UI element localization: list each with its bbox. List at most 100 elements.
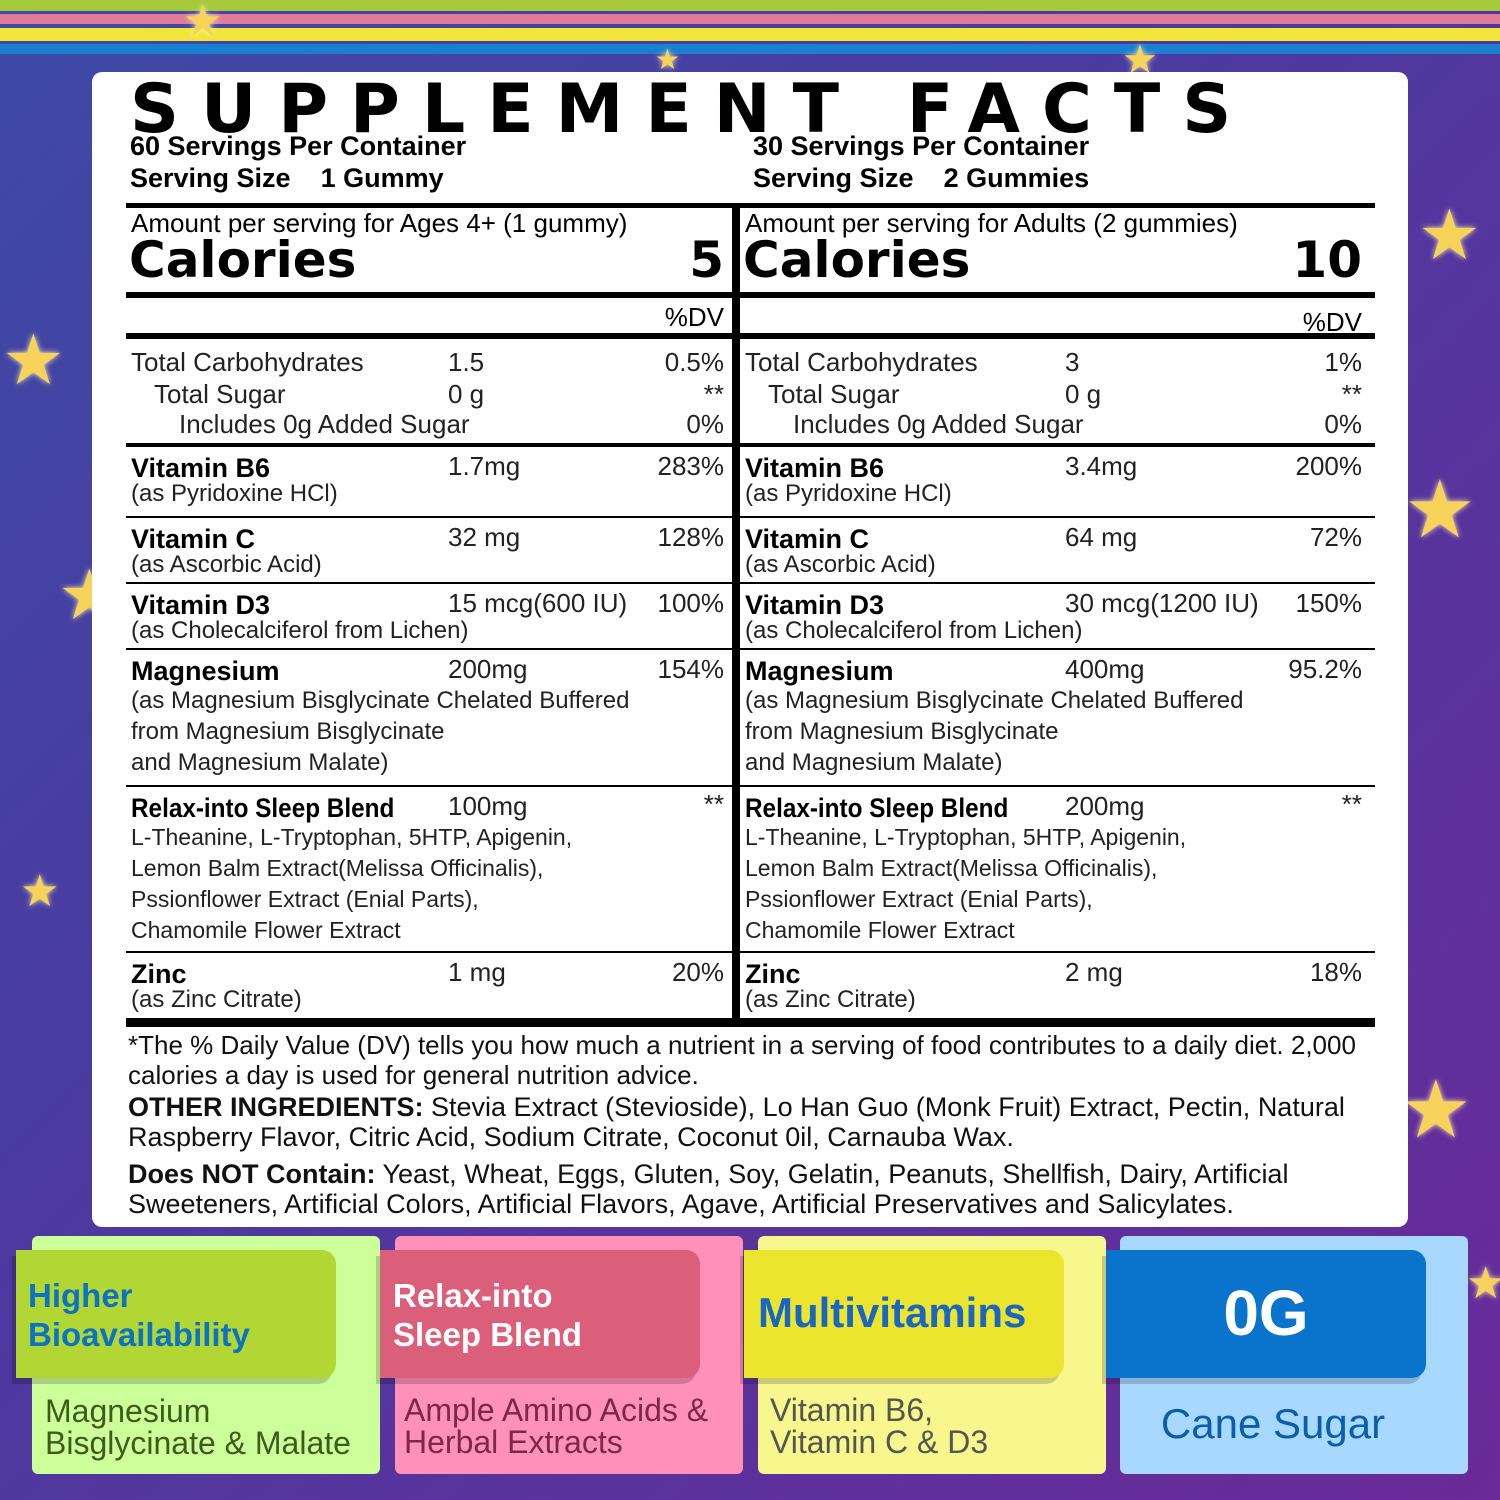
does-not-contain-label: Does NOT Contain: xyxy=(128,1159,376,1189)
star-icon: ★ xyxy=(183,0,223,46)
star-icon: ★ xyxy=(1466,1259,1500,1308)
nutrient-dv: 20% xyxy=(671,957,724,987)
nutrient-detail: Chamomile Flower Extract xyxy=(745,917,1015,943)
nutrient-row: Zinc 1 mg 20% (as Zinc Citrate) xyxy=(126,953,732,1020)
calories-value: 10 xyxy=(1292,231,1362,289)
carb-amount: 1.5 xyxy=(448,347,485,377)
nutrient-name: Vitamin C xyxy=(745,524,870,554)
divider-thick xyxy=(740,203,1375,208)
nutrient-detail: (as Ascorbic Acid) xyxy=(131,551,322,578)
carb-added-dv: 0% xyxy=(686,409,724,439)
left-servings: 60 Servings Per Container Serving Size 1 … xyxy=(130,130,466,194)
serving-size: Serving Size 1 Gummy xyxy=(130,163,444,193)
feature-subtitle: Ample Amino Acids & Herbal Extracts xyxy=(404,1392,709,1460)
carb-dv: 1% xyxy=(1324,347,1362,377)
carb-sugar: Total Sugar xyxy=(768,379,900,409)
star-icon: ★ xyxy=(1418,196,1481,274)
nutrient-detail: Pssionflower Extract (Enial Parts), xyxy=(745,886,1093,912)
nutrient-dv: 200% xyxy=(1295,451,1363,481)
dv-header: %DV xyxy=(1302,307,1362,337)
nutrient-name: Zinc xyxy=(131,959,187,989)
nutrient-amount: 64 mg xyxy=(1065,522,1138,552)
nutrient-detail: (as Zinc Citrate) xyxy=(131,986,302,1013)
feature-tab xyxy=(16,1250,336,1378)
star-icon: ★ xyxy=(655,44,681,75)
column-divider xyxy=(732,203,740,1019)
servings-per-container: 60 Servings Per Container xyxy=(130,131,467,161)
amount-per-serving: Amount per serving for Ages 4+ (1 gummy) xyxy=(131,208,628,238)
feature-title: Relax-into Sleep Blend xyxy=(393,1277,582,1353)
stripe-pink xyxy=(0,14,1500,24)
nutrient-dv: 95.2% xyxy=(1288,654,1362,684)
nutrient-row: Vitamin D3 30 mcg(1200 IU) 150% (as Choleca… xyxy=(740,584,1375,650)
nutrient-amount: 200mg xyxy=(448,654,528,684)
nutrient-dv: 100% xyxy=(657,588,725,618)
star-icon: ★ xyxy=(20,867,60,916)
nutrient-dv: 154% xyxy=(657,654,725,684)
divider-thick xyxy=(126,203,732,208)
nutrient-row: Relax-into Sleep Blend 100mg ** L-Theanine,… xyxy=(126,787,732,953)
nutrient-detail: (as Cholecalciferol from Lichen) xyxy=(745,617,1083,644)
other-ingredients: OTHER INGREDIENTS: Stevia Extract (Stevi… xyxy=(128,1092,1378,1152)
divider-thick xyxy=(126,292,732,298)
feature-subtitle: Magnesium Bisglycinate & Malate xyxy=(45,1393,351,1461)
nutrient-amount: 100mg xyxy=(448,791,528,821)
amount-per-serving: Amount per serving for Adults (2 gummies… xyxy=(745,208,1238,238)
carb-sugar: Total Sugar xyxy=(154,379,286,409)
nutrient-amount: 32 mg xyxy=(448,522,521,552)
carb-amount: 3 xyxy=(1065,347,1080,377)
nutrient-name: Vitamin C xyxy=(131,524,256,554)
nutrient-dv: 72% xyxy=(1309,522,1362,552)
feature-subtitle: Cane Sugar xyxy=(1160,1400,1386,1447)
nutrient-detail: Pssionflower Extract (Enial Parts), xyxy=(131,886,479,912)
dv-footnote: *The % Daily Value (DV) tells you how mu… xyxy=(128,1030,1356,1090)
feature-tab xyxy=(380,1250,700,1378)
star-icon: ★ xyxy=(1404,465,1476,554)
feature-title: Multivitamins xyxy=(758,1289,1027,1336)
nutrient-detail: (as Cholecalciferol from Lichen) xyxy=(131,617,469,644)
stripe-green xyxy=(0,0,1500,11)
nutrient-detail: Lemon Balm Extract(Melissa Officinalis), xyxy=(131,855,544,881)
nutrient-detail: (as Pyridoxine HCl) xyxy=(745,480,952,507)
feature-title: Higher Bioavailability xyxy=(28,1277,250,1353)
carb-sugar-amount: 0 g xyxy=(448,379,485,409)
feature-subtitle: Vitamin B6, Vitamin C & D3 xyxy=(770,1392,989,1460)
nutrient-row: Vitamin C 32 mg 128% (as Ascorbic Acid) xyxy=(126,518,732,584)
right-servings: 30 Servings Per Container Serving Size 2 … xyxy=(753,130,1089,194)
nutrient-name: Magnesium xyxy=(131,656,280,686)
nutrient-name: Vitamin D3 xyxy=(745,590,885,620)
nutrient-dv: ** xyxy=(703,789,724,819)
nutrient-amount: 15 mcg(600 IU) xyxy=(448,588,628,618)
feature-tab xyxy=(1106,1250,1426,1378)
carb-sugar-dv: ** xyxy=(703,379,724,409)
nutrient-detail: from Magnesium Bisglycinate xyxy=(745,718,1059,745)
stripe-yellow xyxy=(0,28,1500,41)
divider-thick xyxy=(126,333,732,339)
dv-header: %DV xyxy=(664,302,724,332)
nutrient-row: Magnesium 400mg 95.2% (as Magnesium Bisglyc… xyxy=(740,650,1375,787)
carb-sugar-dv: ** xyxy=(1341,379,1362,409)
other-ingredients-label: OTHER INGREDIENTS: xyxy=(128,1092,424,1122)
servings-per-container: 30 Servings Per Container xyxy=(753,131,1090,161)
nutrient-detail: L-Theanine, L-Tryptophan, 5HTP, Apigenin… xyxy=(131,824,573,850)
does-not-contain: Does NOT Contain: Yeast, Wheat, Eggs, Gl… xyxy=(128,1159,1378,1219)
carb-added: Includes 0g Added Sugar xyxy=(793,409,1084,439)
nutrient-name: Magnesium xyxy=(745,656,894,686)
nutrient-dv: 283% xyxy=(657,451,725,481)
nutrient-amount: 1 mg xyxy=(448,957,506,987)
nutrient-row: Vitamin B6 3.4mg 200% (as Pyridoxine HCl) xyxy=(740,447,1375,518)
calories-label: Calories xyxy=(129,231,357,289)
carb-added-dv: 0% xyxy=(1324,409,1362,439)
nutrient-name: Zinc xyxy=(745,959,801,989)
nutrient-name: Relax-into Sleep Blend xyxy=(131,793,395,823)
nutrient-amount: 30 mcg(1200 IU) xyxy=(1065,588,1259,618)
panel-title: SUPPLEMENT FACTS xyxy=(130,70,1254,149)
nutrient-name: Vitamin B6 xyxy=(131,453,271,483)
star-icon: ★ xyxy=(1400,1065,1472,1154)
nutrient-detail: L-Theanine, L-Tryptophan, 5HTP, Apigenin… xyxy=(745,824,1187,850)
star-icon: ★ xyxy=(2,321,65,399)
supplement-facts-panel: SUPPLEMENT FACTS 60 Servings Per Contain… xyxy=(92,70,1408,1227)
nutrient-detail: (as Ascorbic Acid) xyxy=(745,551,936,578)
nutrient-amount: 1.7mg xyxy=(448,451,521,481)
calories-value: 5 xyxy=(689,231,724,289)
